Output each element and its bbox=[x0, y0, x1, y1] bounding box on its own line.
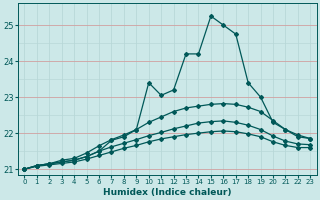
X-axis label: Humidex (Indice chaleur): Humidex (Indice chaleur) bbox=[103, 188, 232, 197]
